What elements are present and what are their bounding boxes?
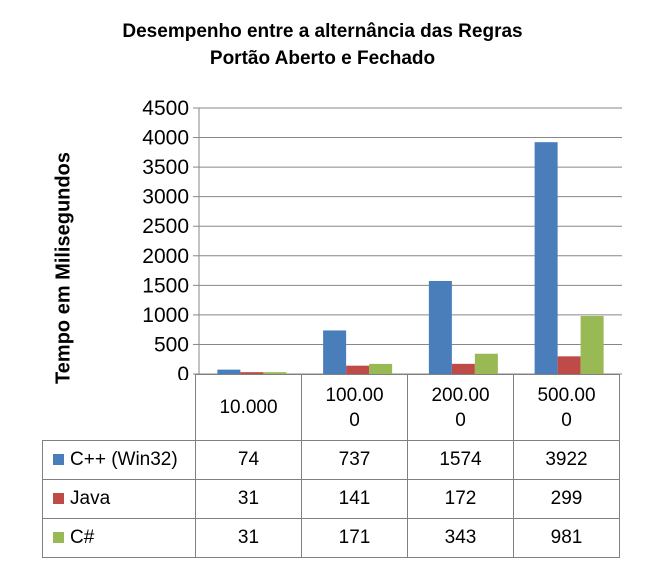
y-tick-label: 4500 — [142, 97, 189, 120]
bar — [451, 363, 475, 374]
y-tick-label: 3000 — [142, 186, 189, 209]
bar — [557, 356, 581, 374]
chart-title-line-2: Portão Aberto e Fechado — [209, 48, 436, 69]
x-tick-label-line: 100.00 — [325, 384, 384, 406]
data-label: 3922 — [513, 440, 620, 480]
legend-label: C++ (Win32) — [70, 449, 178, 470]
data-label: 737 — [301, 440, 408, 480]
legend-swatch — [53, 532, 64, 543]
data-label: 141 — [301, 479, 408, 519]
y-tick-label: 500 — [154, 333, 189, 356]
data-label: 31 — [195, 479, 302, 519]
legend-entry: C++ (Win32) — [42, 440, 196, 480]
x-tick-label: 100.00 0 — [301, 374, 408, 441]
y-tick-label: 0 — [177, 363, 189, 380]
legend-label: C# — [70, 527, 95, 548]
data-label: 299 — [513, 479, 620, 519]
legend-label: Java — [70, 488, 111, 509]
chart-title-line-1: Desempenho entre a alternância das Regra… — [122, 21, 523, 42]
bar — [580, 316, 604, 374]
data-label: 343 — [407, 518, 514, 558]
legend-entry: Java — [42, 479, 196, 519]
y-tick-label: 4000 — [142, 127, 189, 150]
data-label: 172 — [407, 479, 514, 519]
x-tick-label-line: 0 — [455, 409, 466, 431]
x-tick-label: 10.000 — [195, 374, 302, 441]
data-label: 1574 — [407, 440, 514, 480]
bar — [263, 372, 287, 374]
chart-title: Desempenho entre a alternância das Regra… — [0, 18, 645, 72]
bar — [534, 142, 558, 374]
legend-swatch — [53, 493, 64, 504]
table-corner — [42, 374, 196, 441]
data-label: 74 — [195, 440, 302, 480]
data-label: 31 — [195, 518, 302, 558]
y-tick-label: 2500 — [142, 215, 189, 238]
table-row: C++ (Win32) 74 737 1574 3922 — [42, 440, 620, 480]
data-label: 171 — [301, 518, 408, 558]
x-tick-label-line: 0 — [349, 409, 360, 431]
bar — [323, 330, 347, 374]
x-tick-label-line: 10.000 — [219, 397, 278, 418]
table-row: Java 31 141 172 299 — [42, 479, 620, 519]
data-label: 981 — [513, 518, 620, 558]
y-tick-label: 3500 — [142, 156, 189, 179]
bar — [369, 363, 393, 374]
x-tick-label: 500.00 0 — [513, 374, 620, 441]
bar — [474, 353, 498, 374]
table-header-row: 10.000 100.00 0 200.00 0 500.00 0 — [42, 374, 620, 441]
bar — [428, 280, 452, 374]
plot-area: 0 500 1000 1500 2000 2500 3000 3500 4000 4500 — [142, 97, 622, 380]
data-table: 10.000 100.00 0 200.00 0 500.00 0 C++ (Win32) 74… — [42, 374, 620, 558]
legend-swatch — [53, 454, 64, 465]
y-tick-label: 2000 — [142, 245, 189, 268]
x-tick-label-line: 0 — [561, 409, 572, 431]
y-tick-label: 1500 — [142, 274, 189, 297]
x-tick-label-line: 200.00 — [431, 384, 490, 406]
x-tick-label: 200.00 0 — [407, 374, 514, 441]
bar — [346, 365, 370, 374]
bar — [217, 369, 241, 374]
x-tick-label-line: 500.00 — [537, 384, 596, 406]
y-tick-label: 1000 — [142, 304, 189, 327]
table-row: C# 31 171 343 981 — [42, 518, 620, 558]
bar — [240, 372, 264, 374]
legend-entry: C# — [42, 518, 196, 558]
